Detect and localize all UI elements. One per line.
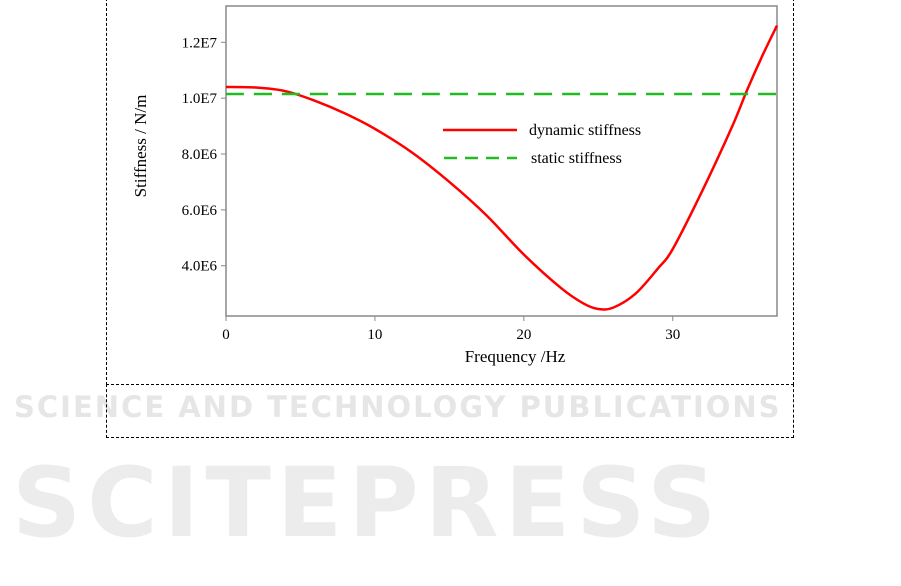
x-tick-label: 10 xyxy=(367,327,382,343)
dynamic-stiffness-line xyxy=(225,25,779,311)
x-tick-label: 30 xyxy=(665,327,680,343)
watermark-sub: SCIENCE AND TECHNOLOGY PUBLICATIONS xyxy=(14,390,782,424)
legend-label-static: static stiffness xyxy=(531,150,622,167)
x-tick-label: 0 xyxy=(222,327,230,343)
y-axis-label: Stiffness / N/m xyxy=(131,95,150,198)
x-axis-label: Frequency /Hz xyxy=(465,347,566,366)
x-tick-label: 20 xyxy=(516,327,531,343)
y-tick-label: 6.0E6 xyxy=(182,203,218,219)
watermark-main: SCITEPRESS xyxy=(12,447,723,559)
caption-frame xyxy=(106,384,794,438)
legend: dynamic stiffness static stiffness xyxy=(443,122,641,167)
legend-label-dynamic: dynamic stiffness xyxy=(529,122,641,139)
y-tick-label: 1.0E7 xyxy=(182,91,218,107)
y-tick-label: 8.0E6 xyxy=(182,147,218,163)
y-tick-label: 4.0E6 xyxy=(182,259,218,275)
plot-area xyxy=(225,5,778,317)
y-tick-label: 1.2E7 xyxy=(182,35,218,51)
